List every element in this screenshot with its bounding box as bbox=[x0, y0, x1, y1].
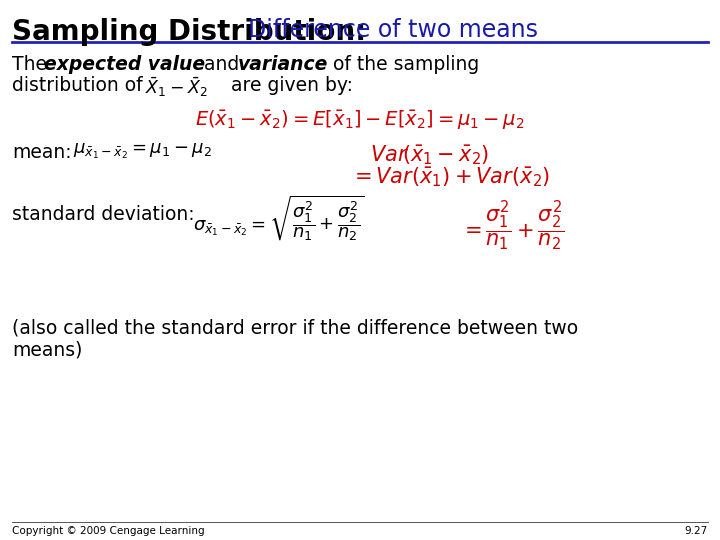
Text: The: The bbox=[12, 55, 53, 74]
Text: 9.27: 9.27 bbox=[685, 526, 708, 536]
Text: $\mu_{\bar{x}_1 - \bar{x}_2} = \mu_1 - \mu_2$: $\mu_{\bar{x}_1 - \bar{x}_2} = \mu_1 - \… bbox=[73, 142, 212, 161]
Text: mean:: mean: bbox=[12, 143, 71, 162]
Text: $\bar{X}_1 - \bar{X}_2$: $\bar{X}_1 - \bar{X}_2$ bbox=[145, 75, 208, 98]
Text: and: and bbox=[198, 55, 246, 74]
Text: $Var\!\left(\bar{x}_1 - \bar{x}_2\right)$: $Var\!\left(\bar{x}_1 - \bar{x}_2\right)… bbox=[370, 143, 490, 167]
Text: are given by:: are given by: bbox=[225, 76, 353, 95]
Text: expected value: expected value bbox=[44, 55, 205, 74]
Text: standard deviation:: standard deviation: bbox=[12, 205, 194, 224]
Text: variance: variance bbox=[238, 55, 328, 74]
Text: means): means) bbox=[12, 340, 82, 359]
Text: $\sigma_{\bar{x}_1 - \bar{x}_2} = \sqrt{\dfrac{\sigma_1^2}{n_1} + \dfrac{\sigma_: $\sigma_{\bar{x}_1 - \bar{x}_2} = \sqrt{… bbox=[193, 193, 364, 242]
Text: $= \dfrac{\sigma_1^2}{n_1} + \dfrac{\sigma_2^2}{n_2}$: $= \dfrac{\sigma_1^2}{n_1} + \dfrac{\sig… bbox=[460, 200, 564, 253]
Text: Difference of two means: Difference of two means bbox=[248, 18, 538, 42]
Text: Sampling Distribution:: Sampling Distribution: bbox=[12, 18, 366, 46]
Text: $E\left(\bar{x}_1 - \bar{x}_2\right) = E\left[\bar{x}_1\right] - E\left[\bar{x}_: $E\left(\bar{x}_1 - \bar{x}_2\right) = E… bbox=[195, 108, 525, 131]
Text: of the sampling: of the sampling bbox=[327, 55, 480, 74]
Text: Copyright © 2009 Cengage Learning: Copyright © 2009 Cengage Learning bbox=[12, 526, 204, 536]
Text: (also called the standard error if the difference between two: (also called the standard error if the d… bbox=[12, 318, 578, 337]
Text: $= Var(\bar{x}_1) + Var(\bar{x}_2)$: $= Var(\bar{x}_1) + Var(\bar{x}_2)$ bbox=[350, 165, 550, 189]
Text: distribution of: distribution of bbox=[12, 76, 148, 95]
